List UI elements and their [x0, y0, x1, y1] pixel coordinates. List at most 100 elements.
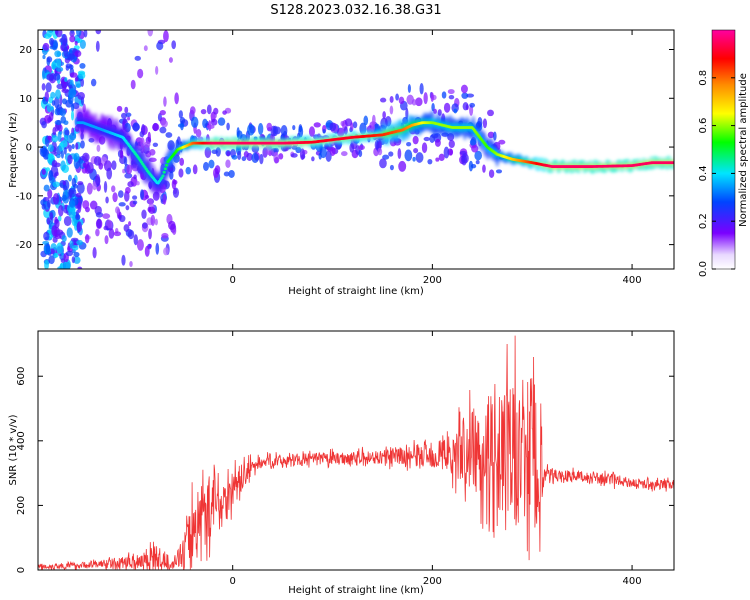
heatmap-cell [163, 167, 167, 171]
spectrogram-axes: 0 200 400 -20 -10 0 10 20 [16, 30, 674, 286]
heatmap-cell [407, 84, 411, 93]
heatmap-cell [299, 148, 305, 161]
heatmap-cell [63, 134, 69, 142]
heatmap-cell [214, 165, 221, 175]
heatmap-cell [47, 199, 51, 208]
heatmap-cell [54, 252, 59, 258]
heatmap-cell [44, 91, 49, 102]
x-tick-label: 0 [230, 275, 236, 286]
heatmap-cell [389, 96, 394, 103]
heatmap-cell [200, 109, 207, 115]
heatmap-cell [380, 97, 387, 103]
heatmap-cell [278, 153, 284, 160]
heatmap-cell [237, 150, 242, 161]
heatmap-cell [443, 146, 450, 159]
heatmap-cell [430, 92, 434, 103]
heatmap-cell [251, 152, 259, 164]
heatmap-cell [161, 120, 168, 128]
heatmap-cell [156, 41, 164, 51]
heatmap-cell [53, 72, 61, 81]
heatmap-cell [45, 82, 52, 93]
heatmap-cell [124, 172, 133, 179]
heatmap-cell [163, 247, 169, 256]
heatmap-cell [412, 156, 416, 162]
spectrogram-plot-frame [37, 29, 675, 270]
snr-x-axis-label: Height of straight line (km) [288, 585, 424, 596]
x-tick-label: 0 [230, 576, 236, 587]
heatmap-cell [127, 116, 131, 121]
heatmap-cell [185, 166, 192, 175]
heatmap-cell [133, 234, 138, 246]
heatmap-cell [82, 162, 87, 168]
heatmap-cell [154, 218, 158, 226]
heatmap-cell [412, 135, 419, 145]
heatmap-cell [65, 250, 73, 257]
spectrogram-panel: 0 200 400 -20 -10 0 10 20 Height of straight li… [8, 1, 675, 297]
heatmap-cell [55, 30, 63, 38]
heatmap-cell [67, 154, 73, 165]
heatmap-cell [223, 171, 230, 177]
heatmap-cell [84, 21, 89, 29]
heatmap-cell [195, 129, 202, 138]
heatmap-cell [127, 229, 135, 240]
heatmap-cell [190, 116, 199, 128]
heatmap-cell [415, 97, 423, 107]
snr-axes: 0 200 400 0 200 400 600 [16, 331, 674, 587]
heatmap-cell [96, 16, 102, 27]
heatmap-cell [66, 227, 73, 238]
heatmap-cell [178, 168, 184, 178]
heatmap-cell [49, 212, 54, 221]
heatmap-cell [42, 42, 50, 51]
heatmap-cell [77, 181, 84, 186]
heatmap-cell [67, 174, 72, 182]
heatmap-cell [352, 121, 358, 129]
heatmap-cell [168, 57, 173, 63]
heatmap-cell [137, 68, 144, 79]
colorbar-tick-label: 0.2 [698, 213, 709, 229]
heatmap-cell [152, 142, 159, 147]
heatmap-cell [322, 129, 326, 134]
heatmap-cell [57, 266, 63, 269]
heatmap-cell [475, 160, 480, 165]
heatmap-cell [63, 215, 72, 227]
heatmap-cell [225, 159, 231, 169]
heatmap-cell [95, 30, 102, 35]
heatmap-cell [41, 70, 46, 80]
heatmap-cell [453, 108, 458, 114]
heatmap-cell [129, 260, 133, 267]
y-tick-label: 20 [19, 45, 32, 56]
heatmap-cell [132, 123, 141, 131]
spectrogram-x-axis-label: Height of straight line (km) [288, 286, 424, 297]
heatmap-cell [406, 142, 412, 147]
heatmap-cell [144, 141, 151, 148]
heatmap-cell [132, 195, 138, 200]
heatmap-cell [136, 181, 140, 186]
heatmap-cell [130, 79, 136, 90]
heatmap-cell [133, 174, 137, 180]
heatmap-cell [429, 134, 435, 143]
heatmap-cell [57, 131, 62, 143]
heatmap-cell [460, 84, 468, 94]
heatmap-cell [161, 174, 165, 178]
heatmap-cell [274, 156, 280, 164]
heatmap-cell [150, 1, 157, 9]
heatmap-cell [413, 148, 419, 154]
colorbar-tick-label: 0.6 [698, 118, 709, 134]
heatmap-cell [71, 144, 75, 150]
heatmap-cell [70, 237, 79, 242]
heatmap-cell [63, 46, 69, 58]
heatmap-cell [377, 147, 383, 156]
snr-series-line [38, 335, 674, 570]
heatmap-cell [441, 91, 447, 99]
heatmap-cell [41, 83, 46, 91]
heatmap-cell [89, 200, 98, 210]
heatmap-cell [41, 203, 46, 210]
heatmap-cell [46, 217, 51, 225]
heatmap-cell [155, 242, 160, 255]
heatmap-cell [41, 121, 47, 129]
colorbar: 0.0 0.2 0.4 0.6 0.8 Normalized spectral ampl… [698, 29, 749, 277]
heatmap-cell [48, 170, 54, 181]
heatmap-cell [469, 102, 476, 108]
heatmap-cell [404, 149, 413, 162]
heatmap-cell [189, 106, 196, 115]
